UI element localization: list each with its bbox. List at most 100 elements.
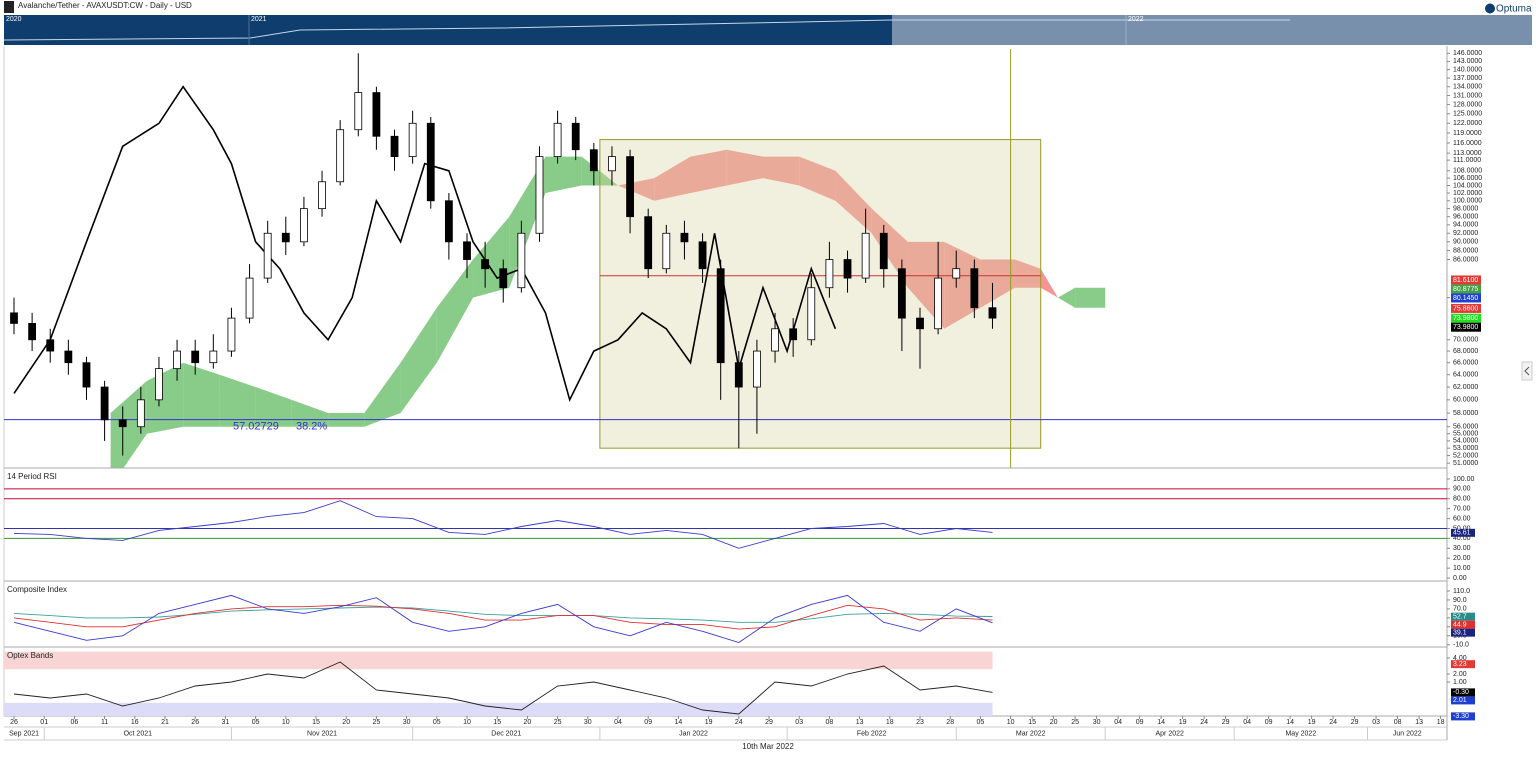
y-tick-label: 20.00 bbox=[1453, 555, 1471, 562]
candle-body bbox=[390, 135, 399, 158]
candle-body bbox=[408, 122, 417, 158]
y-tick-label: 70.00 bbox=[1453, 505, 1471, 512]
y-tick-label: 88.0000 bbox=[1453, 247, 1478, 254]
panel-title: 14 Period RSI bbox=[7, 472, 57, 481]
cloud-segment bbox=[1057, 287, 1076, 308]
y-tick-label: 131.0000 bbox=[1453, 92, 1482, 99]
navigator-line bbox=[3, 19, 1290, 41]
candle-body bbox=[861, 232, 870, 279]
month-label: Sep 2021 bbox=[9, 730, 39, 737]
x-tick-label: 03 bbox=[1372, 719, 1380, 726]
brand: Optuma bbox=[1496, 4, 1532, 15]
y-tick-label: 140.0000 bbox=[1453, 66, 1482, 73]
price-label-box bbox=[1451, 284, 1481, 294]
value-label: 45.61 bbox=[1453, 530, 1471, 537]
x-tick-label: 29 bbox=[1351, 719, 1359, 726]
x-tick-label: 26 bbox=[10, 719, 18, 726]
side-panel-toggle[interactable] bbox=[1521, 361, 1533, 381]
x-tick-label: 28 bbox=[946, 719, 954, 726]
x-tick-label: 21 bbox=[161, 719, 169, 726]
brand-logo bbox=[1485, 3, 1495, 14]
y-tick-label: 125.0000 bbox=[1453, 111, 1482, 118]
candle-body bbox=[970, 268, 979, 309]
navigator-window[interactable] bbox=[892, 15, 1532, 45]
y-tick-label: 53.0000 bbox=[1453, 445, 1478, 452]
y-tick-label: 70.0 bbox=[1453, 606, 1467, 613]
month-label: Feb 2022 bbox=[857, 730, 887, 737]
y-tick-label: 1.00 bbox=[1453, 679, 1467, 686]
candle-body bbox=[825, 259, 834, 289]
y-tick-label: 128.0000 bbox=[1453, 101, 1482, 108]
indicator-line bbox=[13, 606, 993, 623]
y-tick-label: 55.0000 bbox=[1453, 431, 1478, 438]
x-tick-label: 14 bbox=[675, 719, 683, 726]
y-tick-label: 86.0000 bbox=[1453, 256, 1478, 263]
candle-body bbox=[100, 386, 109, 421]
candle-body bbox=[463, 241, 471, 260]
navigator-year: 2022 bbox=[1128, 16, 1144, 23]
indicator-line bbox=[13, 661, 993, 715]
y-tick-label: 64.0000 bbox=[1453, 372, 1478, 379]
toggle-arrow bbox=[1524, 366, 1530, 376]
y-tick-label: 58.0000 bbox=[1453, 410, 1478, 417]
y-tick-label: 4.00 bbox=[1453, 655, 1467, 662]
y-tick-label: 90.00 bbox=[1453, 486, 1471, 493]
candle-body bbox=[336, 129, 345, 183]
candle-body bbox=[952, 268, 961, 279]
fib-ratio: 38.2% bbox=[296, 421, 327, 433]
price-label: 73.9800 bbox=[1453, 315, 1478, 322]
y-tick-label: 80.00 bbox=[1453, 496, 1471, 503]
candle-body bbox=[118, 419, 127, 428]
value-label: 44.9 bbox=[1453, 621, 1467, 628]
x-tick-label: 14 bbox=[1157, 719, 1165, 726]
cloud-segment bbox=[980, 259, 1015, 308]
x-tick-label: 06 bbox=[71, 719, 79, 726]
y-tick-label: 100.0000 bbox=[1453, 198, 1482, 205]
y-tick-label: 110.0 bbox=[1453, 588, 1470, 595]
y-tick-label: 90.0 bbox=[1453, 597, 1467, 604]
x-tick-label: 01 bbox=[40, 719, 48, 726]
x-tick-label: 29 bbox=[765, 719, 773, 726]
candle-body bbox=[155, 368, 163, 401]
app-icon[interactable] bbox=[4, 1, 14, 13]
candle-body bbox=[680, 232, 689, 243]
candle-body bbox=[245, 277, 254, 319]
candle-body bbox=[318, 181, 326, 210]
cursor-date: 10th Mar 2022 bbox=[742, 742, 794, 751]
candle-body bbox=[136, 399, 145, 428]
y-tick-label: 30.00 bbox=[1453, 545, 1471, 552]
y-tick-label: 51.0000 bbox=[1453, 460, 1478, 467]
month-label: Mar 2022 bbox=[1016, 730, 1046, 737]
y-tick-label: 50.00 bbox=[1453, 525, 1471, 532]
price-label: 75.8600 bbox=[1453, 305, 1478, 312]
candle-body bbox=[734, 362, 743, 388]
y-tick-label: -10.0 bbox=[1453, 642, 1469, 649]
value-label: -0.30 bbox=[1453, 689, 1469, 696]
candle-body bbox=[82, 362, 91, 388]
cloud-segment bbox=[545, 156, 582, 194]
y-tick-label: 137.0000 bbox=[1453, 75, 1482, 82]
candle-body bbox=[300, 208, 308, 243]
cloud-segment bbox=[835, 170, 872, 234]
x-tick-label: 05 bbox=[977, 719, 985, 726]
month-label: May 2022 bbox=[1285, 730, 1316, 737]
month-label: Jan 2022 bbox=[679, 730, 708, 737]
panel bbox=[13, 594, 993, 643]
x-tick-label: 04 bbox=[614, 719, 622, 726]
candle-body bbox=[517, 232, 526, 289]
price-label: 73.9800 bbox=[1453, 324, 1478, 331]
price-label: 80.1450 bbox=[1453, 295, 1478, 302]
candle-body bbox=[988, 307, 997, 319]
x-tick-label: 15 bbox=[312, 719, 320, 726]
candle-body bbox=[481, 259, 490, 270]
x-tick-label: 04 bbox=[1243, 719, 1251, 726]
x-tick-label: 14 bbox=[1286, 719, 1294, 726]
x-tick-label: 30 bbox=[584, 719, 592, 726]
y-tick-label: 2.00 bbox=[1453, 671, 1467, 678]
panel bbox=[4, 651, 993, 716]
indicator-line bbox=[13, 594, 993, 643]
value-label-box bbox=[1451, 620, 1475, 629]
candle-body bbox=[227, 317, 236, 352]
y-tick-label: 90.0000 bbox=[1453, 239, 1478, 246]
brand-box bbox=[1484, 2, 1532, 15]
